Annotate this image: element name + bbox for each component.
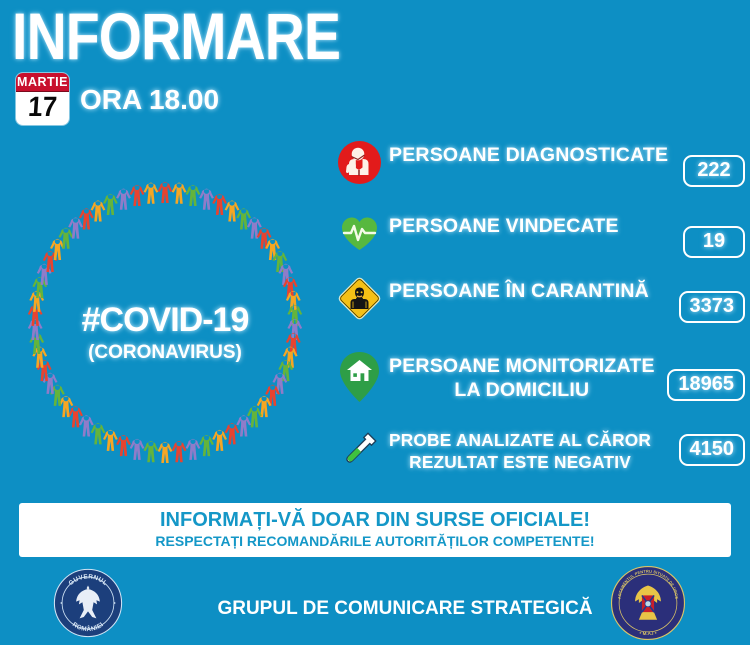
svg-text:* M.A.I *: * M.A.I *: [640, 631, 657, 636]
